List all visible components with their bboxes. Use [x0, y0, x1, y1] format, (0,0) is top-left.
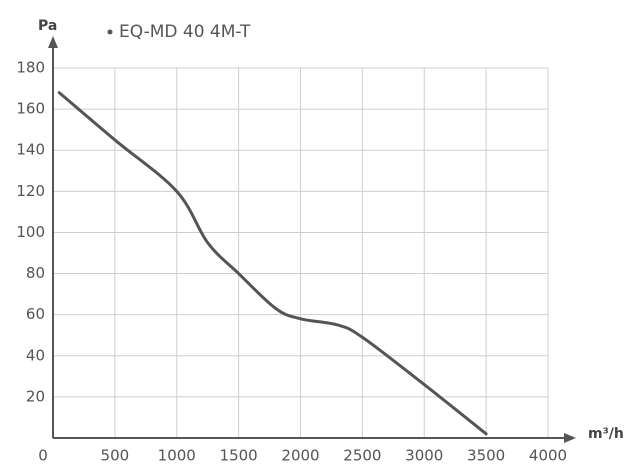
- y-axis-title: Pa: [38, 18, 57, 34]
- x-tick-label: 1000: [158, 447, 196, 465]
- legend-label: EQ-MD 40 4M-T: [119, 22, 251, 42]
- x-tick-label: 3000: [405, 447, 443, 465]
- x-tick-label: 4000: [529, 447, 567, 465]
- y-tick-label: 160: [16, 100, 45, 118]
- x-tick-label: 0: [38, 447, 48, 465]
- y-tick-label: 180: [16, 59, 45, 77]
- y-tick-label: 80: [26, 264, 45, 282]
- x-tick-label: 1500: [220, 447, 258, 465]
- x-tick-label: 2500: [343, 447, 381, 465]
- x-tick-label: 2000: [281, 447, 319, 465]
- x-axis-title: m³/h: [588, 426, 624, 442]
- y-tick-label: 60: [26, 305, 45, 323]
- y-tick-label: 100: [16, 223, 45, 241]
- x-tick-label: 3500: [467, 447, 505, 465]
- y-tick-label: 20: [26, 387, 45, 405]
- line: [57, 91, 488, 436]
- legend-bullet: [107, 29, 113, 35]
- x-arrow: [564, 433, 576, 443]
- y-arrow: [48, 36, 58, 48]
- x-tick-label: 500: [101, 447, 130, 465]
- y-tick-label: 120: [16, 182, 45, 200]
- y-tick-label: 40: [26, 346, 45, 364]
- y-tick-label: 140: [16, 141, 45, 159]
